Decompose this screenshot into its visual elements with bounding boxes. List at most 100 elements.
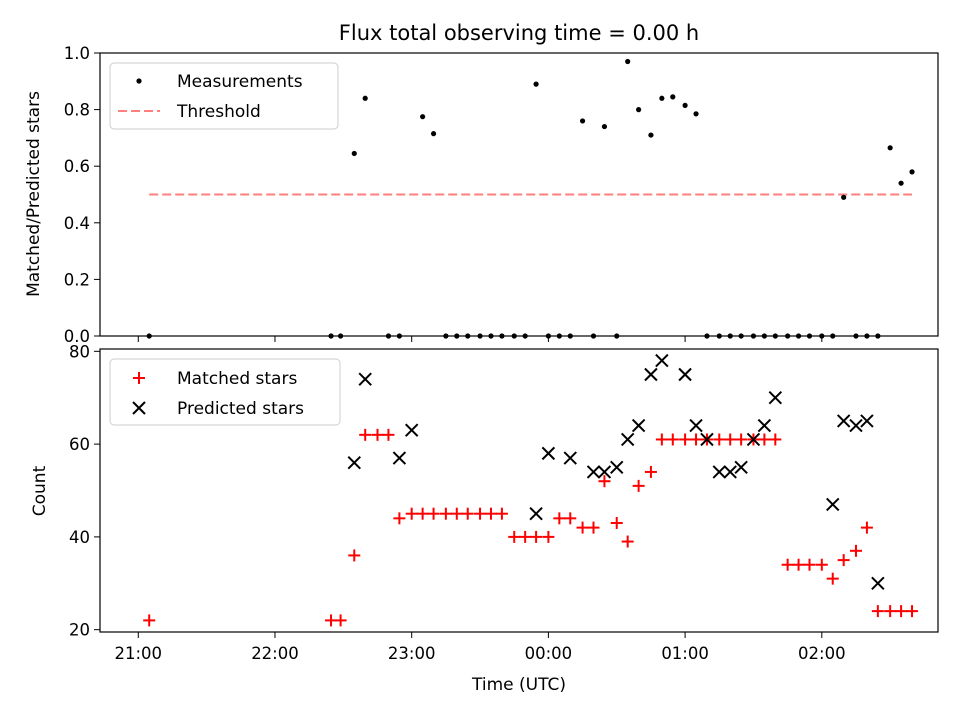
matched-star-point: [655, 433, 668, 446]
legend-measurements-label: Measurements: [177, 72, 303, 92]
predicted-star-point: [529, 506, 543, 521]
predicted-star-stroke-b: [631, 418, 646, 433]
predicted-star-point: [836, 414, 851, 428]
predicted-star-point: [392, 451, 407, 465]
legend-predicted-label: Predicted stars: [177, 399, 304, 419]
x-axis-label: Time (UTC): [471, 675, 566, 695]
matched-star-point: [359, 428, 372, 441]
matched-star-point: [781, 558, 794, 571]
predicted-star-point: [586, 465, 601, 479]
predicted-star-stroke-b: [768, 391, 783, 405]
predicted-star-point: [404, 423, 419, 437]
matched-star-point: [542, 530, 555, 543]
predicted-star-point: [597, 465, 612, 479]
legend-plus-marker: [133, 372, 145, 384]
top-y-tick-label: 0.8: [64, 101, 90, 120]
matched-star-point: [576, 521, 589, 534]
bottom-panel: 20 40 60 80 21:00 22:00 23:00 00:00 01:00 02:00 C…: [30, 342, 939, 695]
predicted-star-stroke-b: [871, 576, 885, 590]
bottom-y-tick-label: 40: [69, 528, 90, 547]
predicted-star-stroke-b: [757, 418, 772, 433]
matched-star-point: [826, 572, 839, 585]
predicted-star-point: [712, 465, 726, 479]
predicted-star-point: [871, 576, 885, 590]
predicted-star-stroke-b: [700, 432, 714, 447]
matched-star-point: [519, 530, 532, 543]
matched-star-point: [530, 530, 543, 543]
matched-star-point: [348, 549, 361, 562]
matched-star-point: [474, 507, 487, 520]
matched-star-point: [439, 507, 452, 520]
matched-star-point: [508, 530, 521, 543]
bottom-y-tick-label: 20: [69, 621, 90, 640]
measurement-point: [682, 102, 688, 108]
matched-star-point: [849, 544, 862, 557]
predicted-star-stroke-b: [655, 353, 669, 368]
matched-star-point: [393, 512, 406, 525]
matched-star-point: [416, 507, 429, 520]
predicted-star-point: [631, 418, 646, 433]
matched-star-point: [427, 507, 440, 520]
bottom-plot-frame: [99, 348, 939, 633]
predicted-star-point: [620, 432, 635, 447]
top-y-tick-label: 0.6: [64, 157, 90, 176]
matched-star-point: [598, 475, 611, 488]
measurement-point: [841, 194, 847, 200]
bottom-marks: [143, 353, 919, 627]
chart-title: Flux total observing time = 0.00 h: [339, 21, 699, 45]
predicted-star-point: [734, 460, 748, 475]
matched-star-point: [666, 433, 679, 446]
measurement-point: [420, 114, 426, 120]
measurement-point: [898, 180, 904, 186]
predicted-star-point: [700, 432, 714, 447]
top-y-tick-label: 0.4: [64, 214, 90, 233]
measurement-point: [887, 145, 893, 151]
legend-measurement-marker: [136, 78, 142, 84]
predicted-star-stroke-b: [597, 465, 612, 479]
measurement-point: [659, 95, 665, 101]
matched-star-point: [895, 605, 908, 618]
matched-star-point: [758, 433, 771, 446]
matched-star-point: [553, 512, 566, 525]
predicted-star-stroke-b: [644, 367, 658, 382]
top-y-tick-label: 1.0: [64, 44, 90, 63]
bottom-legend-box: [109, 358, 341, 426]
measurement-point: [533, 81, 539, 87]
top-y-tick-label: 0.2: [64, 270, 90, 289]
matched-star-point: [644, 465, 657, 478]
matched-star-point: [564, 512, 577, 525]
matched-star-point: [713, 433, 726, 446]
measurement-point: [430, 131, 437, 137]
bottom-y-tick-label: 60: [69, 435, 90, 454]
predicted-star-stroke-b: [563, 451, 577, 465]
predicted-star-point: [768, 391, 783, 405]
predicted-star-stroke-b: [689, 418, 703, 433]
predicted-star-stroke-b: [746, 432, 761, 447]
predicted-star-point: [644, 367, 658, 382]
predicted-star-stroke-b: [678, 367, 692, 382]
matched-star-point: [724, 433, 737, 446]
predicted-star-point: [746, 432, 761, 447]
bottom-legend: Matched stars Predicted stars: [109, 358, 341, 426]
matched-star-point: [587, 521, 600, 534]
predicted-star-stroke-b: [586, 465, 601, 479]
predicted-star-point: [358, 372, 372, 386]
matched-star-point: [621, 535, 634, 548]
predicted-star-point: [757, 418, 772, 433]
measurement-point: [351, 150, 357, 157]
top-panel: 0.0 0.2 0.4 0.6 0.8 1.0 Matched/Predicted sta…: [24, 44, 939, 346]
predicted-star-stroke-b: [610, 460, 624, 475]
matched-star-point: [405, 507, 418, 520]
legend-threshold-label: Threshold: [176, 102, 261, 122]
predicted-star-point: [689, 418, 703, 433]
x-tick-label: 02:00: [798, 644, 846, 663]
matched-star-point: [610, 516, 623, 529]
measurement-point: [648, 132, 654, 138]
bottom-axes: 20 40 60 80 21:00 22:00 23:00 00:00 01:00 02:00: [69, 342, 846, 663]
predicted-star-point: [678, 367, 692, 382]
x-tick-label: 01:00: [661, 644, 709, 663]
matched-star-point: [484, 507, 497, 520]
predicted-star-stroke-b: [620, 432, 635, 447]
matched-star-point: [815, 558, 828, 571]
matched-star-point: [884, 605, 897, 618]
